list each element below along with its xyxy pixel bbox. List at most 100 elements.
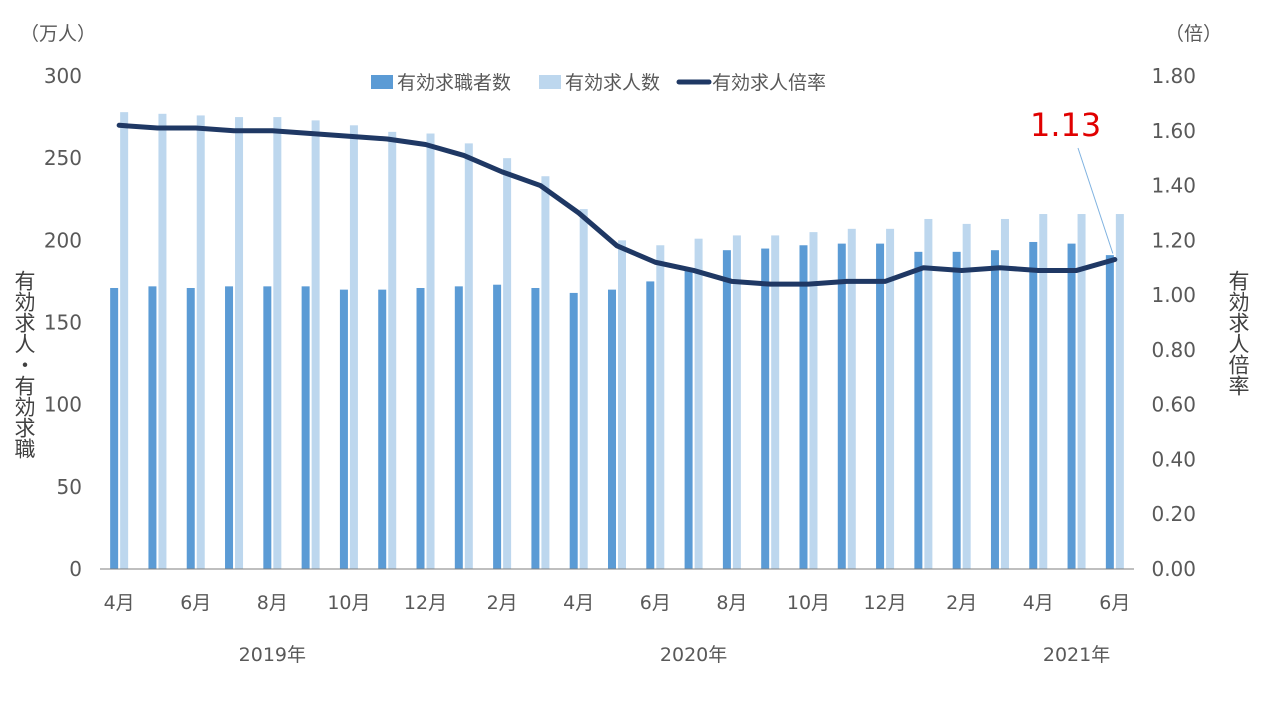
line-series [116, 122, 1118, 287]
right-axis-tick: 0.60 [1151, 393, 1196, 417]
left-axis-tick: 100 [44, 393, 82, 417]
x-axis-ticks: 4月 6月 8月 10月 12月 2月 4月 6月 8月 10月 12月 2月 4月 6月 [104, 592, 1131, 614]
legend: 有効求職者数 有効求人数 有効求人倍率 [371, 72, 826, 94]
left-axis-tick: 150 [44, 311, 82, 335]
bar-jobseekers [876, 243, 885, 569]
bar-openings [1000, 218, 1009, 569]
bar-openings [924, 218, 933, 569]
right-axis-tick: 1.40 [1151, 174, 1196, 198]
bar-openings [618, 240, 626, 570]
right-axis-ticks: 1.80 1.60 1.40 1.20 1.00 0.80 0.60 0.40 0.20 0.00 [1151, 64, 1196, 581]
left-axis-tick: 0 [69, 557, 82, 581]
year-label: 2019年 [239, 644, 306, 666]
left-axis-tick: 300 [44, 64, 82, 88]
bar-openings [158, 113, 167, 570]
bar-jobseekers [531, 287, 540, 569]
bar-openings [120, 112, 129, 570]
bar-openings [1039, 214, 1048, 570]
left-axis-unit: （万人） [20, 23, 96, 45]
bar-openings [1115, 214, 1124, 570]
right-axis-tick: 0.00 [1151, 557, 1196, 581]
x-axis-tick: 12月 [863, 592, 906, 614]
legend-label-openings: 有効求人数 [565, 72, 660, 94]
bar-openings [541, 176, 550, 569]
bar-jobseekers [1067, 243, 1076, 569]
x-axis-tick: 6月 [1099, 592, 1130, 614]
bar-openings [235, 117, 244, 569]
legend-swatch-openings [539, 75, 561, 89]
bar-jobseekers [416, 287, 425, 569]
x-axis-tick: 6月 [180, 592, 211, 614]
year-label: 2021年 [1043, 644, 1110, 666]
x-axis-tick: 4月 [1023, 592, 1054, 614]
bar-jobseekers [378, 289, 387, 569]
bar-openings [809, 232, 818, 569]
bar-jobseekers [837, 243, 846, 569]
x-axis-tick: 10月 [787, 592, 830, 614]
callout-leader-line [1077, 147, 1114, 254]
bar-jobseekers [914, 251, 923, 569]
bar-jobseekers [454, 286, 463, 569]
bar-jobseekers [493, 284, 502, 569]
bar-openings [847, 228, 856, 569]
bar-jobseekers [569, 292, 578, 569]
legend-label-jobseekers: 有効求職者数 [397, 72, 511, 94]
x-axis-tick: 4月 [104, 592, 135, 614]
bar-openings [732, 235, 741, 570]
bar-jobseekers [110, 287, 119, 569]
bar-openings [273, 117, 282, 569]
callout: 1.13 [1030, 106, 1114, 254]
callout-value: 1.13 [1030, 106, 1101, 144]
bar-jobseekers [1105, 255, 1114, 569]
bar-openings [388, 131, 397, 569]
x-axis-tick: 4月 [563, 592, 594, 614]
bar-jobseekers [990, 250, 999, 569]
right-axis-tick: 0.20 [1151, 502, 1196, 526]
right-axis-tick: 1.60 [1151, 119, 1196, 143]
left-axis-title: 有効求人・有効求職 [12, 270, 36, 459]
bar-openings [196, 115, 205, 569]
right-axis-tick: 0.40 [1151, 447, 1196, 471]
left-axis-tick: 250 [44, 146, 82, 170]
x-axis-tick: 8月 [257, 592, 288, 614]
x-axis-tick: 6月 [640, 592, 671, 614]
x-axis-tick: 8月 [716, 592, 747, 614]
bar-jobseekers [799, 245, 808, 569]
bar-openings [962, 223, 971, 569]
left-axis-tick: 200 [44, 228, 82, 252]
bar-openings [426, 133, 435, 569]
bar-jobseekers [148, 286, 157, 569]
bar-openings [311, 120, 320, 570]
bar-jobseekers [722, 250, 731, 569]
right-axis-title: 有効求人倍率 [1226, 270, 1250, 396]
right-axis-tick: 1.20 [1151, 228, 1196, 252]
bar-jobseekers [263, 286, 272, 569]
bar-jobseekers [301, 286, 310, 569]
legend-swatch-jobseekers [371, 75, 393, 89]
right-axis-unit: （倍） [1165, 23, 1222, 45]
right-axis-tick: 1.80 [1151, 64, 1196, 88]
bar-jobseekers [684, 268, 693, 569]
bar-openings [694, 238, 703, 569]
bar-openings [503, 158, 512, 569]
bar-openings [1077, 214, 1086, 570]
bar-jobseekers [646, 281, 655, 569]
bar-jobseekers [225, 286, 234, 569]
x-axis-tick: 10月 [327, 592, 370, 614]
bar-jobseekers [1029, 241, 1038, 569]
year-labels: 2019年 2020年 2021年 [239, 644, 1111, 666]
year-label: 2020年 [660, 644, 727, 666]
left-axis-ticks: 300 250 200 150 100 50 0 [44, 64, 82, 581]
bar-jobseekers [186, 287, 195, 569]
bar-openings [464, 143, 473, 570]
bar-openings [771, 235, 780, 570]
bar-openings [886, 228, 895, 569]
left-axis-tick: 50 [57, 475, 82, 499]
bar-openings [656, 245, 665, 569]
bar-jobseekers [608, 289, 616, 569]
bar-series [110, 112, 1124, 570]
legend-label-ratio: 有効求人倍率 [712, 72, 826, 94]
right-axis-tick: 0.80 [1151, 338, 1196, 362]
x-axis-tick: 2月 [946, 592, 977, 614]
